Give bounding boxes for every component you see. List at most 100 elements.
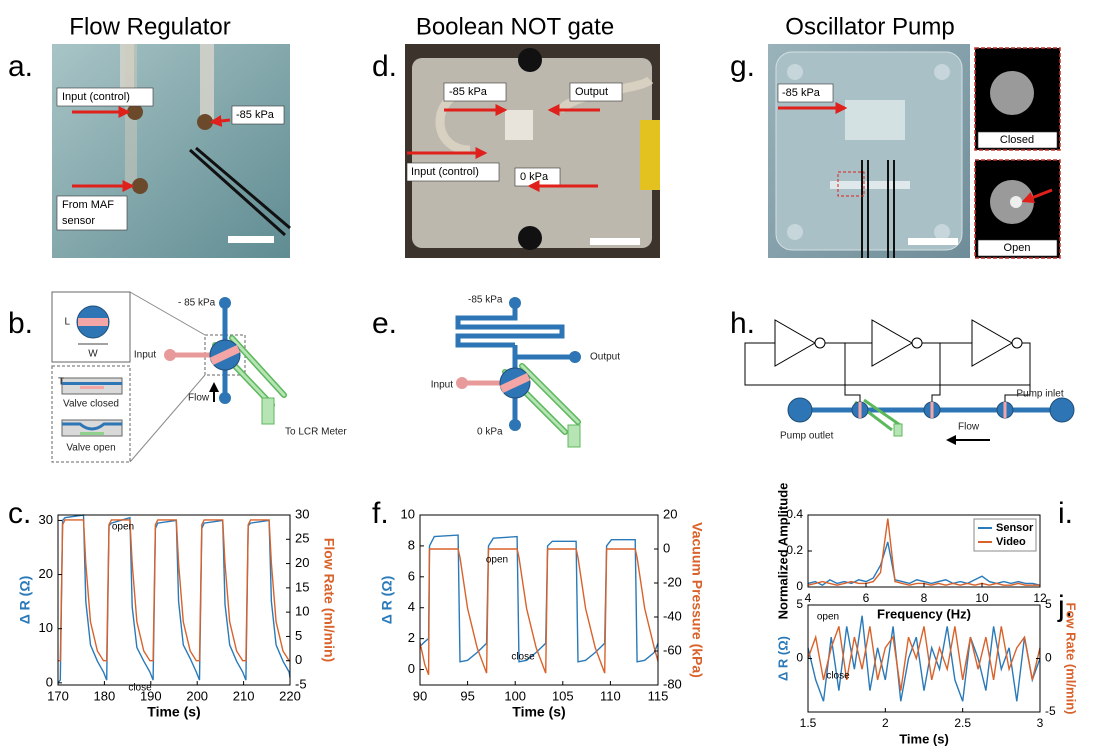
y2-tick-label: 5 [295,628,302,643]
dimension: T [58,377,64,388]
y-axis-label: Δ R (Ω) [379,576,395,625]
hole [934,224,950,240]
y2-tick-label: -60 [663,642,682,657]
x-tick-label: 200 [186,688,208,703]
panel-label: e. [372,307,397,340]
y-tick-label: 10 [39,620,53,635]
port-label: 0 kPa [477,427,503,438]
x-tick-label: 180 [94,688,116,703]
y-axis-label: Δ R (Ω) [775,636,790,681]
y-tick-label: 4 [408,599,415,614]
diagram-h [745,320,1074,440]
y2-tick-label: -20 [663,574,682,589]
dimension: W [88,349,98,360]
diagram-b: L W T Valve closed Valve open - 85 kPa I… [52,292,347,462]
x-axis-label: Time (s) [147,704,200,720]
panel-label: h. [730,307,755,340]
y2-tick-label: 0 [295,652,302,667]
annotation: open [486,555,508,566]
scale-bar [590,238,640,245]
column-title: Oscillator Pump [785,13,954,40]
diagram-e: -85 kPa Output Input 0 kPa [431,295,620,447]
legend-label: Sensor [996,522,1034,534]
dimension: L [64,317,70,328]
x-axis-label: Time (s) [512,704,565,720]
photo-g: -85 kPa Closed Open [768,44,1060,258]
arrow [212,120,230,122]
column-title: Flow Regulator [69,13,230,40]
y-tick-label: 2 [408,630,415,645]
annotation: open [112,522,134,533]
membrane [62,382,122,385]
y2-tick-label: -5 [295,676,307,691]
y-tick-label: 6 [408,568,415,583]
y2-tick-label: -5 [1045,704,1056,718]
y2-tick-label: -80 [663,676,682,691]
y2-tick-label: -40 [663,608,682,623]
panel-label: g. [730,50,755,83]
scale-bar [228,236,274,243]
y2-tick-label: 20 [663,506,677,521]
hole [934,64,950,80]
annotation: close [511,652,535,663]
y2-tick-label: 5 [1045,597,1052,611]
data-line [58,515,290,683]
y2-tick-label: 15 [295,579,309,594]
serpentine [505,110,533,140]
y2-tick-label: 10 [295,604,309,619]
photo-label: 0 kPa [520,171,549,183]
port-label: Output [590,352,620,363]
plot-frame [420,515,658,685]
y-tick-label: 20 [39,566,53,581]
port-label: Pump inlet [1016,389,1063,400]
panel-label: c. [8,497,31,530]
hole [787,224,803,240]
photo-label: -85 kPa [449,86,488,98]
port-label: Flow [188,393,210,404]
port-label: - 85 kPa [178,298,216,309]
x-tick-label: 8 [921,591,928,605]
y-tick-label: 0 [796,579,803,593]
x-tick-label: 110 [600,688,621,703]
pad [568,425,580,447]
photo-label: From MAF [62,199,114,211]
photo-label: Input (control) [411,166,479,178]
photo-label: Output [575,86,608,98]
x-tick-label: 170 [47,688,69,703]
fitting [197,114,213,130]
screw [518,226,542,250]
legend-label: Video [996,536,1026,548]
fitting [127,104,143,120]
screw [518,48,542,72]
y2-tick-label: 0 [663,540,670,555]
inverter-bubble [912,338,922,348]
annotation: close [826,671,850,682]
port [509,419,521,431]
pad [894,424,902,436]
photo-label: Input (control) [62,91,130,103]
photo-label: -85 kPa [236,109,275,121]
annotation: close [128,683,152,694]
y2-axis-label: Flow Rate (ml/min) [321,538,337,662]
valve-opening [1010,196,1022,208]
scale-bar [908,238,958,245]
y-tick-label: 30 [39,512,53,527]
inset-label: Open [1004,242,1031,254]
photo-a: Input (control) -85 kPa From MAF sensor [52,44,290,258]
x-tick-label: 6 [863,591,870,605]
y2-axis-label: Fow Rate (ml/min) [1064,603,1079,715]
panel-label: a. [8,50,33,83]
y2-tick-label: 0 [1045,651,1052,665]
data-line [420,535,658,662]
inset-label: Closed [1000,134,1034,146]
x-tick-label: 10 [975,591,989,605]
x-axis-label: Frequency (Hz) [877,606,971,621]
port-label: Input [134,350,156,361]
y-axis-label: Normalized Amplitude [775,483,790,620]
caption: Valve open [66,443,115,454]
data-line [58,520,290,661]
x-tick-label: 95 [460,688,474,703]
valve-image [990,71,1034,115]
x-tick-label: 2 [882,716,889,730]
column-title: Boolean NOT gate [416,13,614,40]
